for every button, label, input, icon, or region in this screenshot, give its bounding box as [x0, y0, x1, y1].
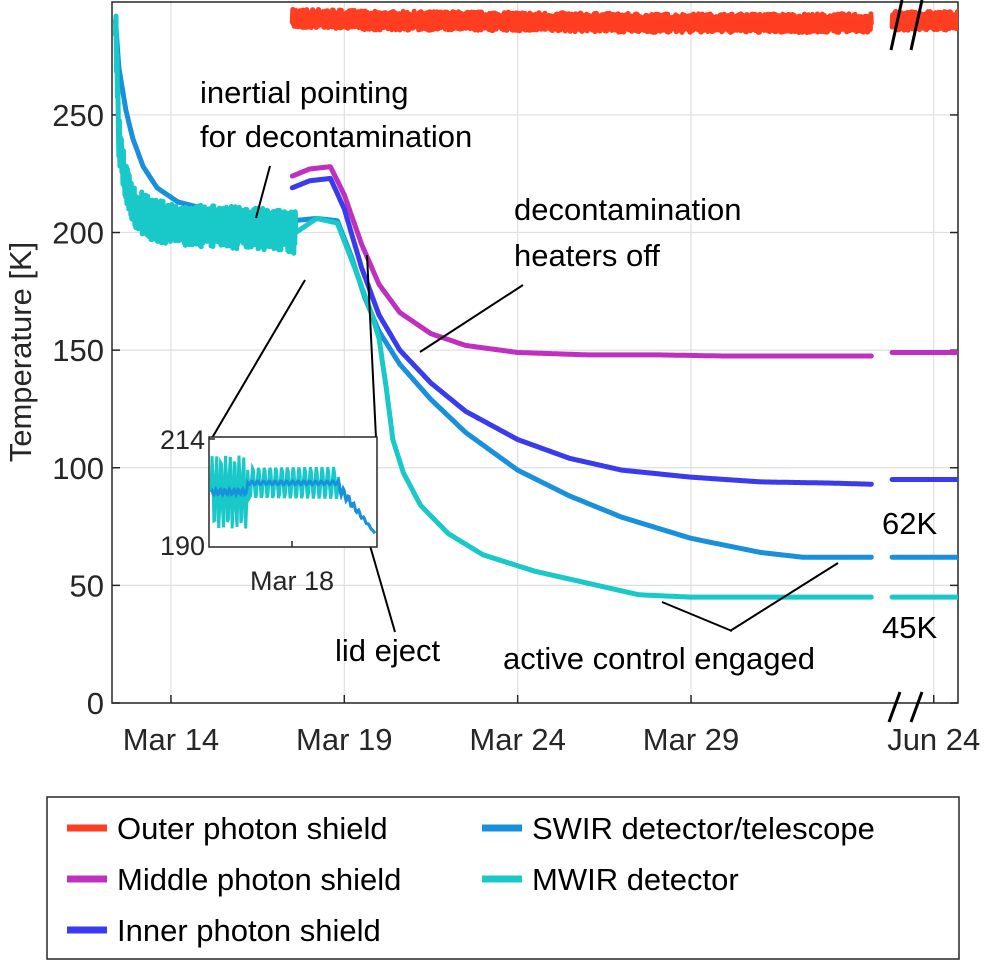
- annotation-leader: [661, 601, 733, 632]
- legend-label: SWIR detector/telescope: [532, 811, 875, 846]
- annotation-lid-eject: lid eject: [335, 633, 440, 668]
- annotation-62k: 62K: [882, 506, 937, 541]
- x-tick-label: Mar 29: [643, 722, 739, 757]
- annotation-active-control: active control engaged: [503, 641, 815, 676]
- x-tick-label: Mar 19: [296, 722, 392, 757]
- y-tick-label: 250: [52, 98, 104, 133]
- axis-break-mark: [909, 691, 924, 723]
- annotation-leader: [255, 165, 271, 219]
- x-tick-label: Mar 24: [469, 722, 565, 757]
- annotation-leader: [419, 284, 524, 353]
- legend-label: Middle photon shield: [117, 862, 401, 897]
- axis-break-mark: [909, 0, 924, 51]
- annotation-45k: 45K: [882, 610, 937, 645]
- y-tick-label: 150: [52, 333, 104, 368]
- inset-zoom-line: [211, 279, 306, 439]
- inset-y-tick-label: 190: [160, 531, 205, 561]
- legend-label: Outer photon shield: [117, 811, 388, 846]
- y-axis-label: Temperature [K]: [3, 242, 38, 463]
- series-line-inner-photon-shield: [289, 175, 874, 487]
- inset-y-tick-label: 214: [160, 425, 205, 455]
- annotation-inertial-pointing-line1: inertial pointing: [200, 75, 409, 110]
- inset-zoom-line: [366, 254, 377, 439]
- legend-label: Inner photon shield: [117, 913, 381, 948]
- x-tick-label: Jun 24: [887, 722, 980, 757]
- y-tick-label: 50: [70, 568, 104, 603]
- series-line-outer-photon-shield: [889, 9, 958, 33]
- axis-break-mark: [889, 0, 904, 51]
- axis-break-mark: [887, 691, 902, 723]
- x-tick-label: Mar 14: [123, 722, 219, 757]
- inset-swir-line: [210, 477, 377, 535]
- y-tick-label: 200: [52, 216, 104, 251]
- y-tick-label: 0: [87, 686, 104, 721]
- inset-x-label: Mar 18: [250, 566, 334, 596]
- series-line-middle-photon-shield: [289, 164, 874, 359]
- annotation-inertial-pointing-line2: for decontamination: [200, 119, 472, 154]
- legend-label: MWIR detector: [532, 862, 739, 897]
- series-line-outer-photon-shield: [289, 7, 874, 35]
- annotation-heaters-off-line1: decontamination: [514, 192, 742, 227]
- series-group: [113, 7, 958, 600]
- annotation-heaters-off-line2: heaters off: [514, 238, 660, 273]
- y-tick-label: 100: [52, 451, 104, 486]
- series-line-mwir-detector: [113, 13, 874, 600]
- annotation-leader: [729, 562, 839, 632]
